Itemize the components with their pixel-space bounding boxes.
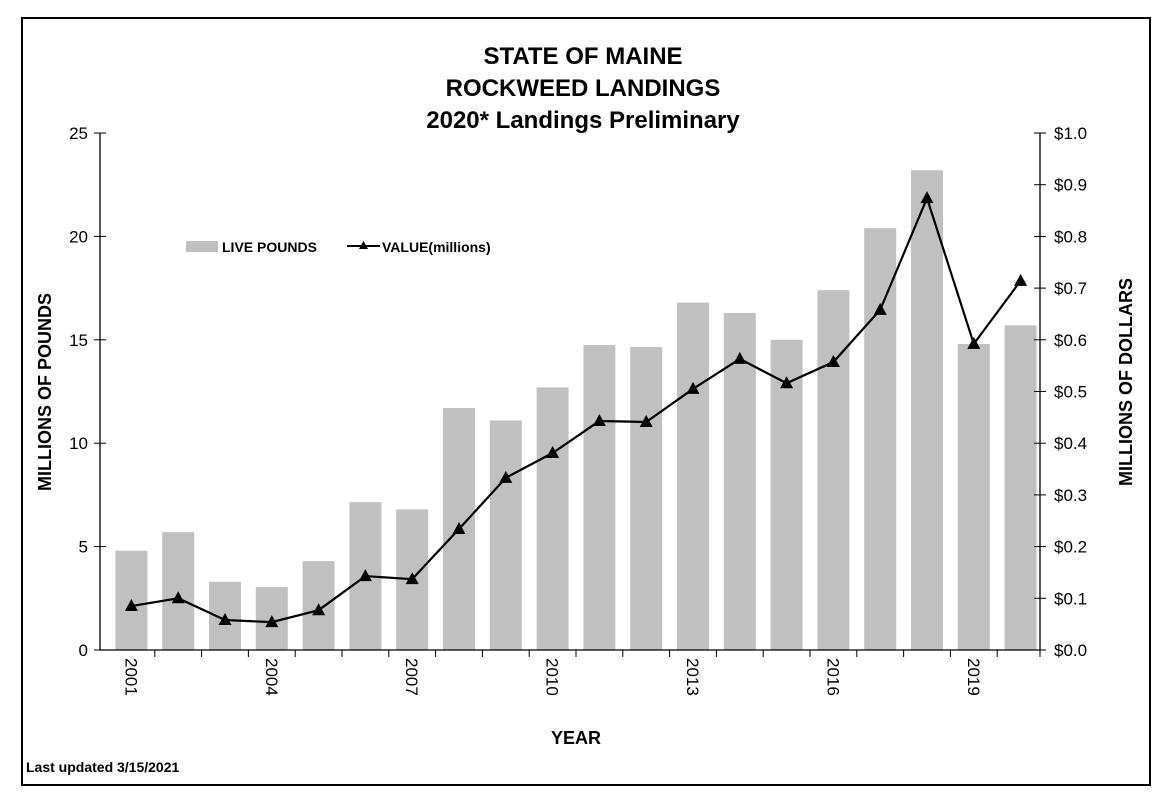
bar-2017 [864, 228, 897, 651]
value-marker-2014 [733, 351, 747, 364]
x-tick-label: 2016 [823, 658, 842, 696]
value-marker-2007 [405, 572, 419, 585]
value-marker-2006 [358, 569, 372, 582]
value-marker-2020 [1014, 273, 1028, 286]
x-tick-label: 2004 [262, 658, 281, 696]
bar-2009 [489, 420, 522, 650]
chart-title-line-3: 2020* Landings Preliminary [426, 107, 740, 134]
y2-tick-label: $0.7 [1054, 279, 1087, 298]
value-marker-2015 [780, 376, 794, 389]
x-tick-label: 2019 [964, 658, 983, 696]
value-marker-2018 [920, 191, 934, 204]
y2-tick-label: $0.0 [1054, 641, 1087, 660]
value-marker-2005 [312, 603, 326, 616]
bar-2020 [1004, 325, 1037, 650]
value-marker-2016 [826, 355, 840, 368]
value-marker-2004 [265, 615, 279, 628]
chart-title-line-2: ROCKWEED LANDINGS [446, 75, 721, 102]
footnote: Last updated 3/15/2021 [26, 759, 180, 775]
value-marker-2001 [124, 599, 138, 612]
value-marker-2008 [452, 522, 466, 535]
y2-tick-label: $0.6 [1054, 331, 1087, 350]
x-tick-label: 2013 [683, 658, 702, 696]
y2-tick-label: $0.2 [1054, 538, 1087, 557]
value-marker-2011 [592, 413, 606, 426]
bar-2002 [162, 532, 195, 650]
value-marker-2019 [967, 336, 981, 349]
y2-tick-label: $0.3 [1054, 486, 1087, 505]
y2-axis-label: MILLIONS OF DOLLARS [1116, 278, 1136, 486]
y-tick-label: 15 [69, 331, 88, 350]
x-tick-label: 2010 [543, 658, 562, 696]
value-marker-2003 [218, 613, 232, 626]
bar-2018 [911, 170, 943, 650]
legend-label-value: VALUE(millions) [382, 239, 491, 255]
value-marker-2010 [546, 446, 560, 459]
bar-2015 [770, 339, 803, 650]
x-axis-label: YEAR [551, 728, 601, 748]
y-tick-label: 5 [79, 538, 88, 557]
bar-2013 [677, 302, 709, 650]
legend-label-live-pounds: LIVE POUNDS [222, 239, 317, 255]
y2-tick-label: $0.4 [1054, 434, 1087, 453]
y2-tick-label: $0.8 [1054, 227, 1087, 246]
value-marker-2017 [873, 302, 887, 315]
value-marker-2009 [499, 470, 513, 483]
value-marker-2012 [639, 415, 653, 428]
bar-2012 [630, 347, 663, 650]
y2-tick-label: $0.9 [1054, 176, 1087, 195]
value-line [131, 194, 1022, 624]
y-axis-label: MILLIONS OF POUNDS [35, 293, 55, 491]
bar-2010 [536, 387, 569, 650]
chart-title-line-1: STATE OF MAINE [483, 43, 682, 70]
value-marker-2013 [686, 381, 700, 394]
y-tick-label: 0 [79, 641, 88, 660]
y2-tick-label: $1.0 [1054, 124, 1087, 143]
legend-swatch-live-pounds [186, 241, 218, 252]
x-tick-label: 2007 [402, 658, 421, 696]
y-tick-label: 10 [69, 434, 88, 453]
bar-2011 [583, 344, 616, 650]
legend-marker-value [359, 241, 368, 249]
y2-tick-label: $0.1 [1054, 589, 1087, 608]
y2-tick-label: $0.5 [1054, 383, 1087, 402]
y-tick-label: 25 [69, 124, 88, 143]
bar-2016 [817, 290, 850, 650]
bar-2019 [957, 343, 990, 650]
x-tick-label: 2001 [121, 658, 140, 696]
y-tick-label: 20 [69, 227, 88, 246]
bar-2014 [723, 312, 756, 650]
value-marker-2002 [171, 591, 185, 604]
legend: LIVE POUNDS VALUE(millions) [186, 239, 491, 255]
